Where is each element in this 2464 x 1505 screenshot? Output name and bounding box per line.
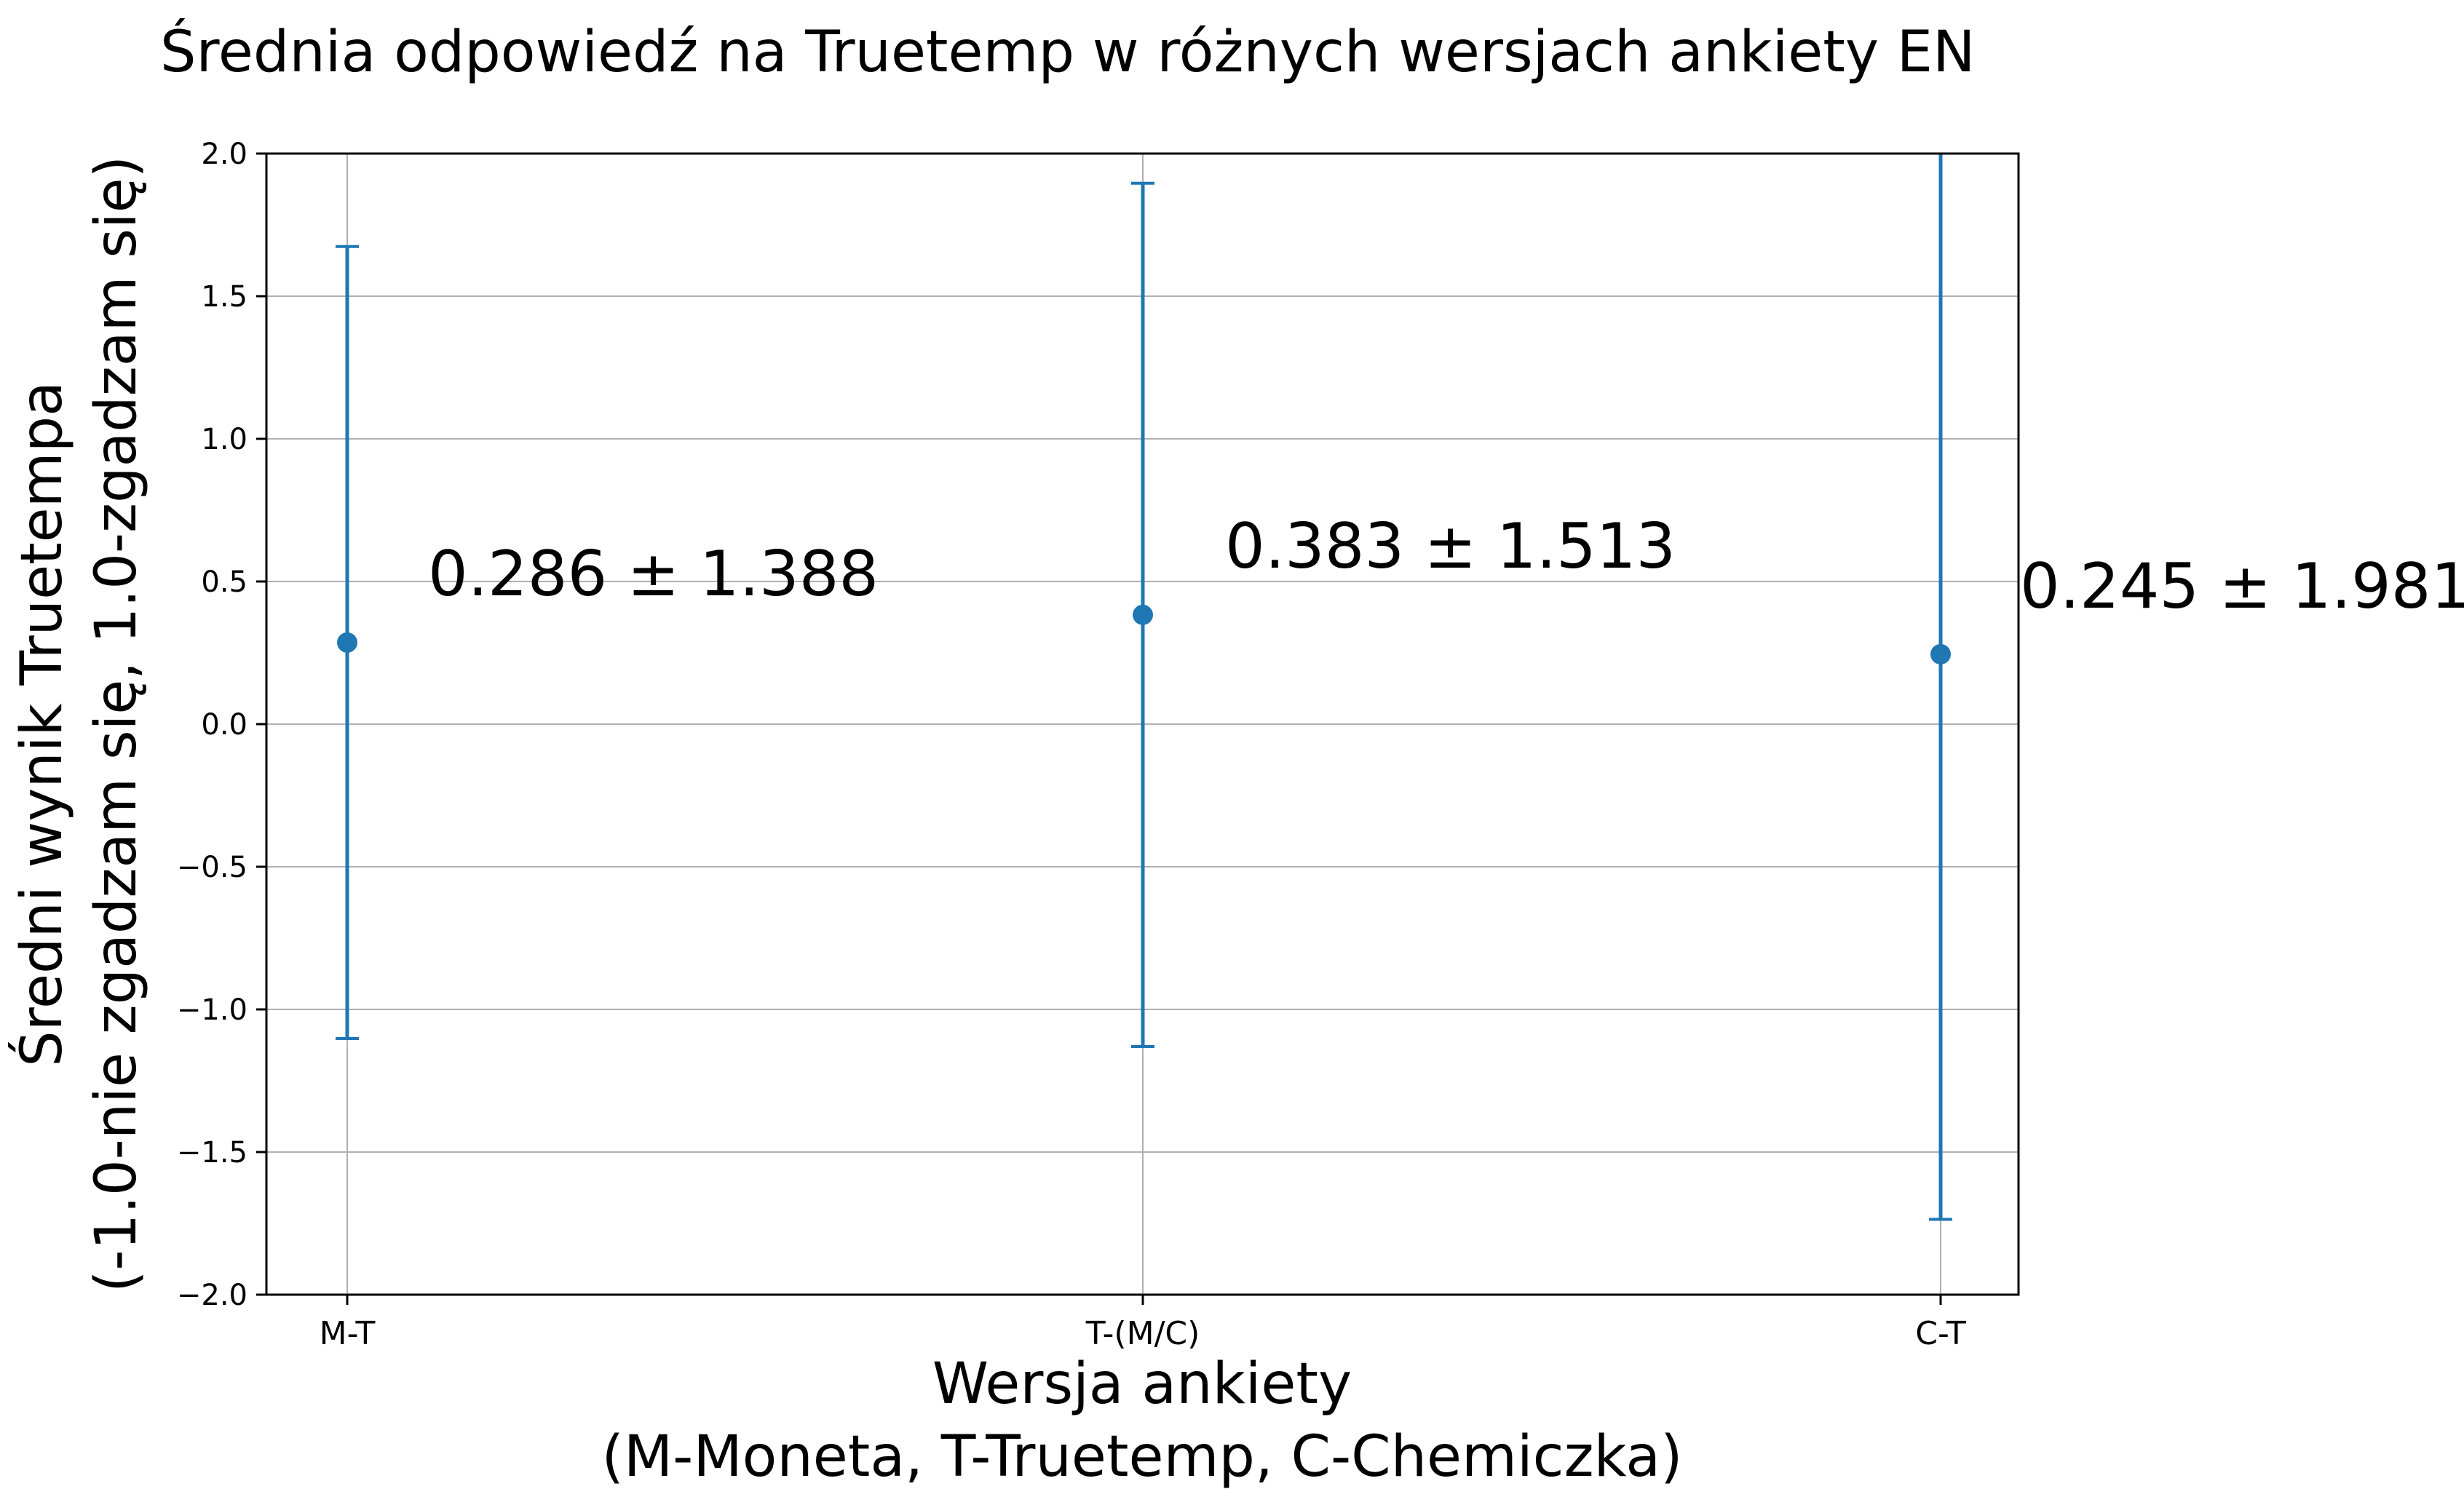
annotations: 0.286 ± 1.388 0.383 ± 1.513 0.245 ± 1.981 bbox=[428, 510, 2464, 623]
y-tick-label: 2.0 bbox=[201, 138, 247, 171]
x-tick-label: C-T bbox=[1915, 1315, 1966, 1352]
data-point bbox=[337, 632, 357, 653]
x-axis-ticks: M-T T-(M/C) C-T bbox=[320, 1295, 1966, 1352]
y-tick-label: −1.0 bbox=[177, 993, 247, 1027]
x-axis-label-line-1: Wersja ankiety bbox=[932, 1351, 1352, 1417]
y-tick-label: 1.5 bbox=[201, 280, 247, 314]
x-tick-label: M-T bbox=[320, 1315, 376, 1352]
y-tick-label: 0.5 bbox=[201, 565, 247, 599]
x-tick-label: T-(M/C) bbox=[1085, 1315, 1200, 1352]
y-tick-label: −0.5 bbox=[177, 851, 247, 884]
x-axis-label-line-2: (M-Moneta, T-Truetemp, C-Chemiczka) bbox=[601, 1424, 1682, 1490]
y-tick-label: −2.0 bbox=[177, 1279, 247, 1312]
y-axis-ticks: 2.0 1.5 1.0 0.5 0.0 −0.5 −1.0 −1.5 −2.0 bbox=[177, 138, 266, 1312]
y-axis-label-line-2: (-1.0-nie zgadzam się, 1.0-zgadzam się) bbox=[84, 156, 149, 1292]
data-label: 0.383 ± 1.513 bbox=[1225, 510, 1676, 583]
data-label: 0.245 ± 1.981 bbox=[2020, 550, 2464, 623]
y-tick-label: 0.0 bbox=[201, 708, 247, 742]
plot-frame bbox=[265, 152, 2020, 1296]
data-point bbox=[1930, 643, 1951, 664]
chart-title: Średnia odpowiedź na Truetemp w różnych … bbox=[160, 18, 1975, 85]
error-bar-series bbox=[336, 154, 1952, 1221]
data-point bbox=[1133, 604, 1153, 625]
y-axis-label-line-1: Średni wynik Truetempa bbox=[8, 381, 75, 1067]
data-label: 0.286 ± 1.388 bbox=[428, 538, 879, 611]
y-tick-label: 1.0 bbox=[201, 423, 247, 456]
y-tick-label: −1.5 bbox=[177, 1136, 247, 1170]
